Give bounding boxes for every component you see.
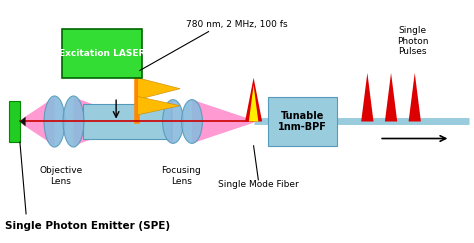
Text: Excitation LASER: Excitation LASER bbox=[59, 49, 145, 58]
Polygon shape bbox=[137, 96, 180, 115]
Text: 780 nm, 2 MHz, 100 fs: 780 nm, 2 MHz, 100 fs bbox=[186, 20, 288, 29]
Text: Single Mode Fiber: Single Mode Fiber bbox=[218, 180, 299, 189]
Polygon shape bbox=[192, 100, 254, 143]
Polygon shape bbox=[73, 97, 137, 146]
Text: Objective
Lens: Objective Lens bbox=[39, 166, 82, 186]
Polygon shape bbox=[20, 97, 55, 146]
Text: Tunable
1nm-BPF: Tunable 1nm-BPF bbox=[278, 111, 327, 132]
Polygon shape bbox=[20, 117, 26, 126]
Ellipse shape bbox=[44, 96, 65, 147]
Polygon shape bbox=[409, 73, 421, 122]
Polygon shape bbox=[245, 78, 262, 122]
Polygon shape bbox=[361, 73, 374, 122]
Polygon shape bbox=[137, 78, 180, 100]
FancyBboxPatch shape bbox=[9, 101, 20, 142]
Ellipse shape bbox=[182, 100, 202, 143]
Ellipse shape bbox=[63, 96, 84, 147]
Polygon shape bbox=[385, 73, 397, 122]
Polygon shape bbox=[137, 100, 173, 143]
Text: Single Photon Emitter (SPE): Single Photon Emitter (SPE) bbox=[5, 221, 170, 231]
Text: Single
Photon
Pulses: Single Photon Pulses bbox=[397, 26, 428, 56]
Ellipse shape bbox=[163, 100, 183, 143]
FancyBboxPatch shape bbox=[62, 29, 142, 78]
Polygon shape bbox=[249, 85, 258, 122]
FancyBboxPatch shape bbox=[83, 104, 171, 139]
FancyBboxPatch shape bbox=[268, 97, 337, 146]
Text: Focusing
Lens: Focusing Lens bbox=[161, 166, 201, 186]
